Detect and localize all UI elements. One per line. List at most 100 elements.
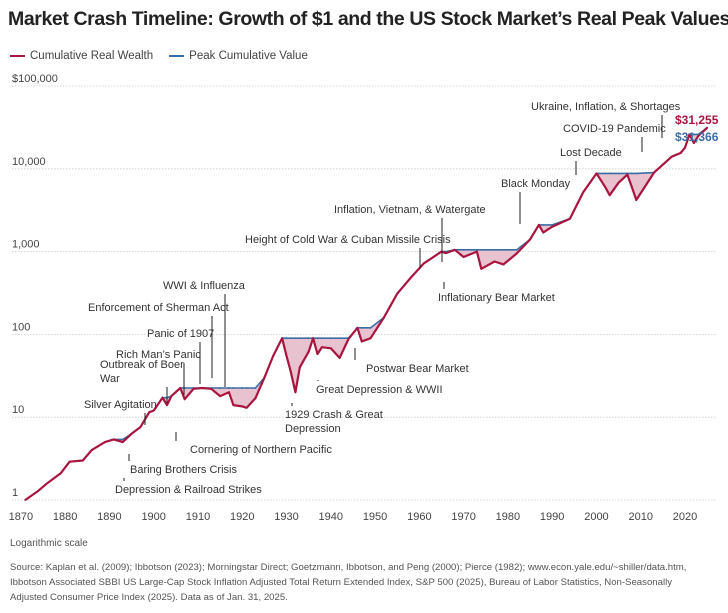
series-peak-cumulative-value-point [219, 387, 222, 389]
series-cumulative-real-wealth-point [201, 387, 204, 389]
series-cumulative-real-wealth-point [537, 224, 540, 226]
annotation-label: Great Depression & WWII [316, 384, 443, 396]
series-cumulative-real-wealth-point [684, 146, 686, 149]
annotation-label: Depression [285, 423, 341, 435]
x-tick-label: 1920 [230, 511, 254, 523]
annotation-label: Inflation, Vietnam, & Watergate [334, 204, 486, 216]
legend-label-wealth: Cumulative Real Wealth [30, 50, 154, 62]
series-cumulative-real-wealth-point [59, 472, 62, 475]
x-tick-label: 2020 [673, 511, 697, 523]
y-tick-label: 1,000 [12, 239, 40, 251]
y-tick-label: 1 [12, 487, 18, 499]
series-cumulative-real-wealth-point [24, 499, 27, 501]
series-cumulative-real-wealth-point [272, 354, 275, 357]
series-cumulative-real-wealth-point [493, 260, 496, 263]
series-cumulative-real-wealth-point [121, 441, 124, 444]
series-cumulative-real-wealth-point [298, 366, 301, 369]
series-peak-cumulative-value-point [241, 387, 244, 389]
series-peak-cumulative-value-point [360, 326, 363, 329]
series-peak-cumulative-value-point [121, 438, 124, 441]
series-cumulative-real-wealth-point [37, 489, 40, 492]
series-cumulative-real-wealth-point [285, 354, 288, 357]
series-peak-cumulative-value-point [294, 337, 297, 340]
series-cumulative-real-wealth-point [617, 181, 620, 184]
y-tick-label: $100,000 [12, 73, 58, 85]
y-tick-label: 10,000 [12, 156, 46, 168]
series-peak-cumulative-value-point [245, 387, 248, 389]
series-cumulative-real-wealth-point [409, 277, 412, 279]
series-cumulative-real-wealth-point [104, 441, 106, 444]
series-cumulative-real-wealth-point [170, 395, 173, 397]
series-peak-cumulative-value-point [298, 337, 301, 340]
annotation-label: Outbreak of Boer [100, 359, 184, 371]
series-cumulative-real-wealth-point [148, 411, 151, 414]
drawdown-area [313, 327, 358, 358]
x-tick-label: 1930 [274, 511, 298, 523]
series-peak-cumulative-value-point [329, 337, 332, 340]
x-tick-label: 2000 [584, 511, 608, 523]
series-cumulative-real-wealth-point [307, 350, 310, 353]
series-cumulative-real-wealth-point [679, 152, 682, 154]
annotation-label: Lost Decade [560, 147, 622, 159]
series-cumulative-real-wealth-point [462, 256, 465, 258]
series-cumulative-real-wealth-point [152, 409, 155, 412]
x-tick-label: 1960 [407, 511, 431, 523]
series-cumulative-real-wealth-point [502, 263, 505, 266]
series-cumulative-real-wealth-point [219, 395, 222, 397]
series-cumulative-real-wealth-point [46, 482, 49, 484]
series-peak-cumulative-value-point [608, 172, 611, 175]
legend-item-wealth: Cumulative Real Wealth [10, 50, 153, 62]
series-peak-cumulative-value-point [630, 172, 633, 175]
annotation-label: COVID-19 Pandemic [563, 123, 666, 135]
series-cumulative-real-wealth-point [595, 172, 598, 175]
series-cumulative-real-wealth-point [347, 338, 350, 340]
series-cumulative-real-wealth-point [312, 337, 314, 340]
x-tick-label: 1880 [53, 511, 77, 523]
drawdown-area [454, 239, 531, 269]
series-cumulative-real-wealth-point [329, 347, 332, 350]
series-cumulative-real-wealth-point [653, 171, 655, 174]
series-peak-cumulative-value-point [476, 248, 478, 251]
legend-swatch-peak [169, 55, 185, 57]
series-peak-cumulative-value-point [290, 337, 292, 340]
series-peak-cumulative-value-point [285, 337, 288, 340]
series-cumulative-real-wealth-point [608, 194, 611, 197]
series-cumulative-real-wealth-point [254, 397, 257, 400]
series-cumulative-real-wealth-point [445, 252, 447, 254]
series-peak-cumulative-value-point [369, 326, 372, 329]
series-cumulative-real-wealth-point [112, 438, 115, 441]
source-note: Source: Kaplan et al. (2009); Ibbotson (… [10, 562, 687, 603]
annotation-label: 1929 Crash & Great [285, 409, 383, 421]
annotation-label: Baring Brothers Crisis [130, 464, 237, 476]
series-peak-cumulative-value-point [515, 248, 518, 251]
x-tick-label: 1970 [451, 511, 475, 523]
series-cumulative-real-wealth-point [369, 337, 372, 340]
series-peak-cumulative-value-point [307, 337, 310, 340]
x-tick-label: 1980 [496, 511, 520, 523]
y-tick-label: 100 [12, 321, 30, 333]
series-cumulative-real-wealth-point [228, 391, 230, 394]
x-tick-label: 1870 [9, 511, 33, 523]
series-cumulative-real-wealth-point [551, 225, 554, 228]
series-cumulative-real-wealth-point [529, 238, 531, 241]
series-cumulative-real-wealth-point [688, 133, 691, 136]
series-peak-cumulative-value-point [493, 248, 496, 251]
chart-title: Market Crash Timeline: Growth of $1 and … [8, 8, 728, 30]
series-cumulative-real-wealth-point [321, 346, 323, 349]
end-label-wealth: $31,255 [675, 113, 719, 127]
x-tick-label: 1910 [186, 511, 210, 523]
series-cumulative-real-wealth-point [183, 398, 186, 401]
gridlines [12, 85, 716, 501]
series-cumulative-real-wealth-point [290, 371, 292, 374]
series-cumulative-real-wealth-point [316, 353, 319, 355]
annotation-label: Panic of 1907 [147, 328, 214, 340]
series-lines [24, 126, 709, 501]
series-cumulative-real-wealth-point [383, 316, 385, 319]
series-cumulative-real-wealth-point [263, 376, 266, 379]
series-cumulative-real-wealth-point [139, 426, 142, 428]
series-peak-cumulative-value-point [604, 172, 607, 175]
annotation-label: WWI & Influenza [163, 280, 246, 292]
legend-label-peak: Peak Cumulative Value [189, 50, 308, 62]
series-peak-cumulative-value-point [480, 248, 483, 251]
